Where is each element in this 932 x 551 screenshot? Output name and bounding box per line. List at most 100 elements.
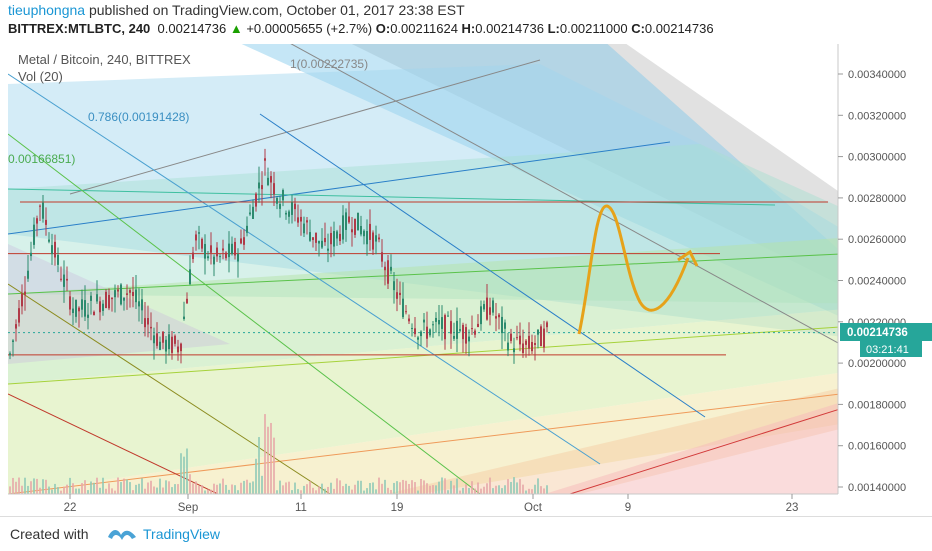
candle-body bbox=[66, 278, 68, 281]
volume-bar bbox=[33, 478, 35, 494]
candle-body bbox=[537, 329, 539, 335]
volume-bar bbox=[24, 477, 26, 494]
candle-body bbox=[354, 218, 356, 235]
volume-bar bbox=[408, 484, 410, 494]
candle-body bbox=[240, 238, 242, 244]
candle-body bbox=[15, 324, 17, 329]
volume-bar bbox=[105, 488, 107, 494]
candle-body bbox=[510, 333, 512, 341]
candle-body bbox=[474, 330, 476, 335]
candle-body bbox=[360, 226, 362, 235]
volume-bar bbox=[90, 481, 92, 494]
horizontal-levels bbox=[8, 201, 838, 356]
volume-bar bbox=[306, 484, 308, 494]
candle-body bbox=[492, 300, 494, 313]
candle-body bbox=[285, 212, 287, 215]
volume-bar bbox=[369, 483, 371, 494]
candle-body bbox=[297, 217, 299, 223]
footer: Created with TradingView bbox=[0, 516, 932, 551]
pitchfork-line bbox=[8, 283, 331, 494]
candle-body bbox=[69, 296, 71, 310]
pitchfork-group bbox=[8, 44, 838, 494]
candle-body bbox=[459, 329, 461, 331]
volume-bar bbox=[204, 490, 206, 494]
candle-body bbox=[204, 243, 206, 259]
volume-bar bbox=[267, 426, 269, 494]
volume-bar bbox=[393, 482, 395, 494]
candle-body bbox=[162, 331, 164, 343]
volume-bar bbox=[57, 487, 59, 494]
price-chart[interactable]: 1(0.00222735) 0.786(0.00191428) 0.001668… bbox=[0, 44, 932, 516]
author-link[interactable]: tieuphongna bbox=[8, 2, 86, 18]
candle-body bbox=[141, 299, 143, 311]
candle-body bbox=[273, 183, 275, 195]
candle-body bbox=[135, 289, 137, 303]
volume-bar bbox=[375, 489, 377, 494]
volume-bar bbox=[234, 485, 236, 494]
volume-bar bbox=[309, 481, 311, 494]
candle-body bbox=[540, 326, 542, 347]
volume-bar bbox=[114, 490, 116, 494]
volume-bar bbox=[360, 480, 362, 494]
candle-body bbox=[228, 243, 230, 258]
candle-body bbox=[153, 335, 155, 344]
candle-body bbox=[444, 315, 446, 340]
volume-bar bbox=[423, 480, 425, 494]
volume-bar bbox=[507, 479, 509, 494]
volume-bar bbox=[462, 487, 464, 494]
candle-body bbox=[438, 319, 440, 325]
volume-bar bbox=[84, 480, 86, 494]
candle-body bbox=[72, 308, 74, 314]
pitchfork-line bbox=[8, 253, 838, 295]
candle-body bbox=[180, 343, 182, 352]
tradingview-brand-link[interactable]: TradingView bbox=[143, 526, 221, 542]
candle-body bbox=[117, 289, 119, 292]
volume-bar bbox=[354, 484, 356, 494]
candle-body bbox=[423, 319, 425, 323]
volume-bar bbox=[126, 479, 128, 494]
volume-bar bbox=[129, 482, 131, 494]
candle-body bbox=[522, 343, 524, 353]
volume-bar bbox=[312, 487, 314, 494]
volume-bar bbox=[150, 480, 152, 494]
volume-bar bbox=[195, 481, 197, 494]
volume-bar bbox=[9, 486, 11, 494]
pitchfork-line bbox=[569, 409, 838, 494]
candle-body bbox=[255, 193, 257, 207]
x-tick-label: 9 bbox=[625, 502, 631, 514]
pitchfork-line bbox=[8, 133, 481, 494]
volume-bar bbox=[42, 479, 44, 494]
candle-body bbox=[426, 326, 428, 339]
volume-bar bbox=[21, 485, 23, 494]
candle-body bbox=[276, 198, 278, 204]
y-tick-label: 0.00240000 bbox=[848, 276, 906, 288]
candle-body bbox=[252, 206, 254, 219]
volume-bar bbox=[294, 482, 296, 494]
candle-body bbox=[402, 298, 404, 318]
volume-bar bbox=[237, 490, 239, 494]
price-axis[interactable]: 0.00340000 0.00320000 0.00300000 0.00280000… bbox=[838, 69, 906, 494]
candle-body bbox=[498, 314, 500, 318]
volume-bar bbox=[372, 482, 374, 494]
candle-body bbox=[507, 342, 509, 351]
pitchfork-line bbox=[69, 59, 541, 195]
candle-body bbox=[213, 256, 215, 265]
candles bbox=[9, 148, 548, 364]
candle-body bbox=[51, 245, 53, 255]
candle-body bbox=[513, 348, 515, 353]
candle-body bbox=[333, 231, 335, 247]
open-value: 0.00211624 bbox=[390, 21, 458, 36]
candle-body bbox=[465, 327, 467, 344]
candle-body bbox=[258, 182, 260, 189]
candle-body bbox=[447, 315, 449, 317]
candle-body bbox=[102, 303, 104, 311]
candle-body bbox=[63, 274, 65, 287]
volume-bar bbox=[138, 483, 140, 494]
volume-bar bbox=[207, 489, 209, 494]
y-tick-label: 0.00140000 bbox=[848, 482, 906, 494]
candle-body bbox=[138, 301, 140, 307]
candle-body bbox=[381, 252, 383, 262]
time-axis[interactable]: 22 Sep 11 19 Oct 9 23 bbox=[64, 494, 799, 514]
volume-bar bbox=[201, 485, 203, 494]
candle-body bbox=[201, 238, 203, 249]
